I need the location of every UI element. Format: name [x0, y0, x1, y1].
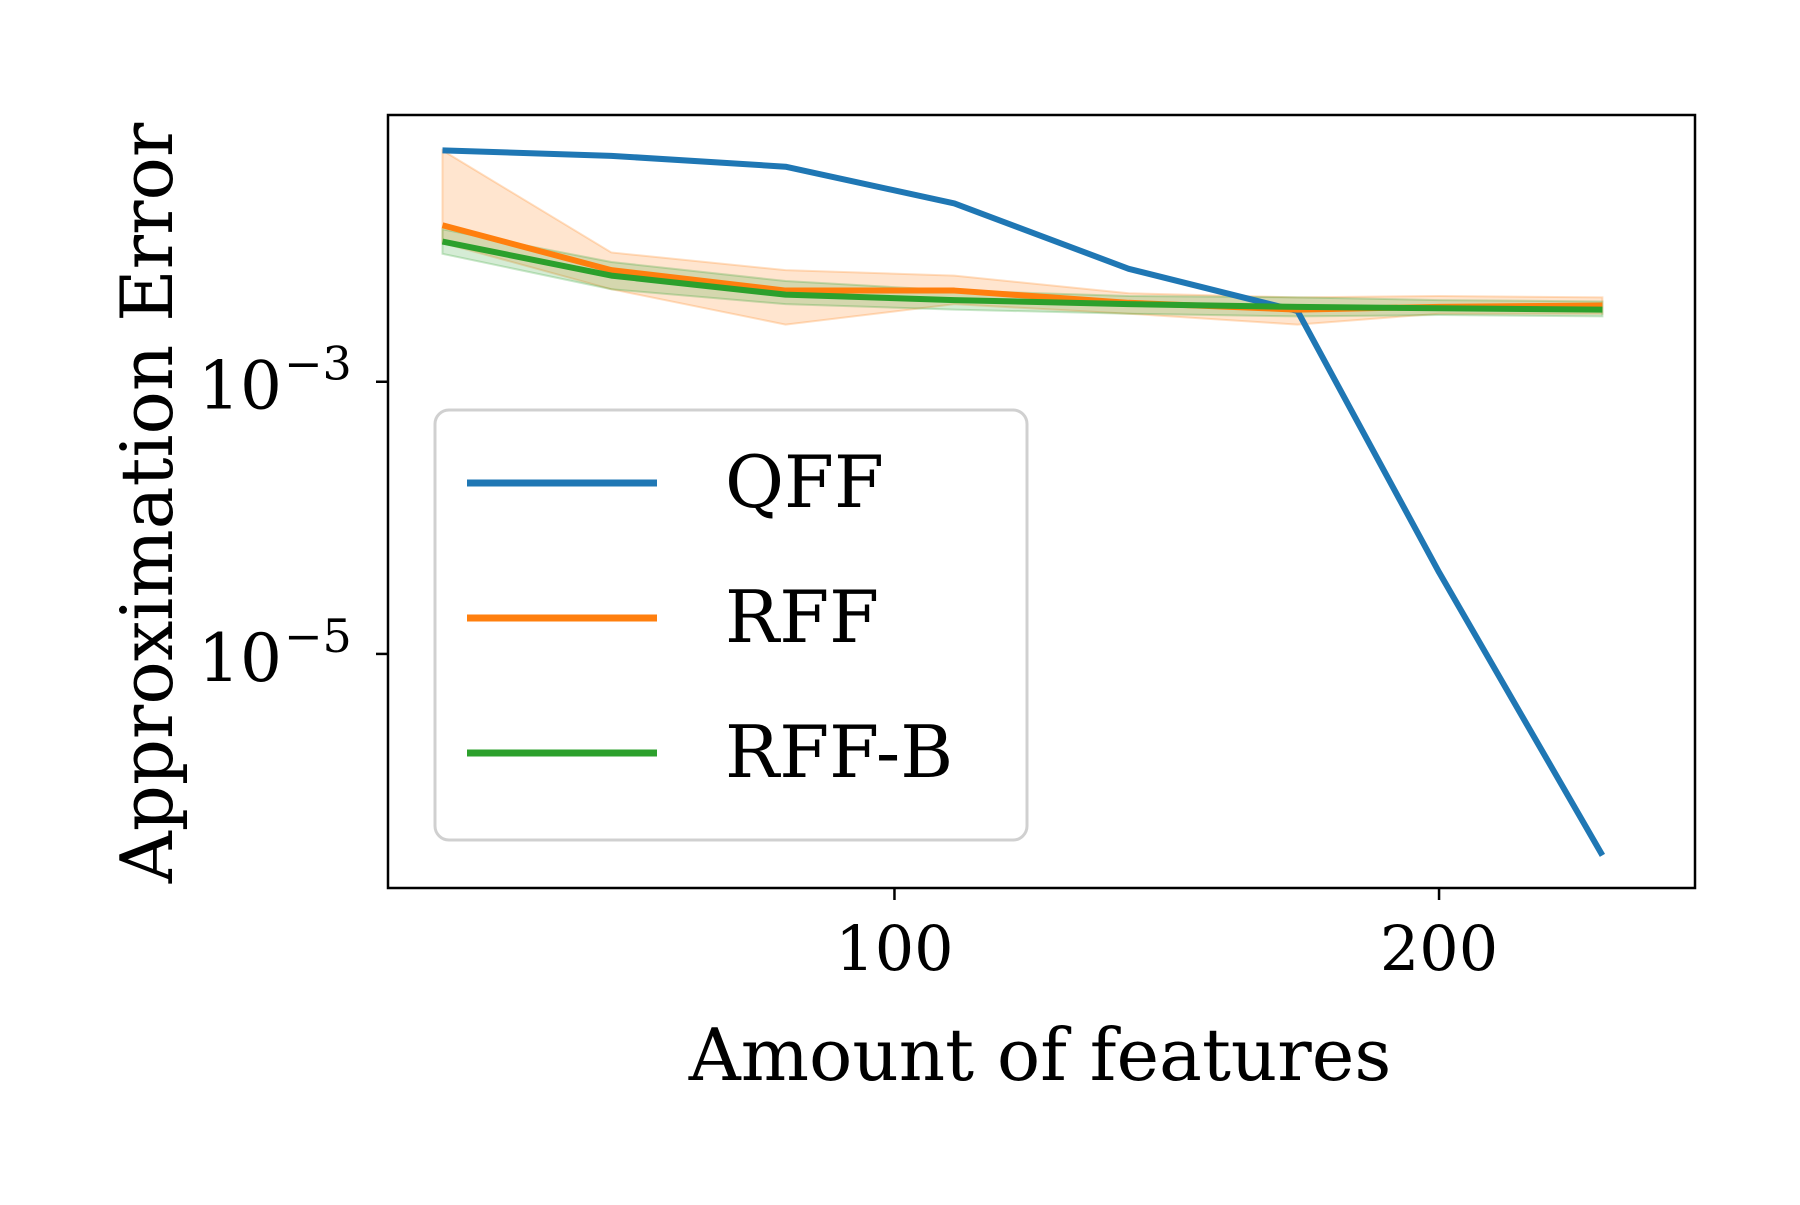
legend-label-qff: QFF — [725, 440, 884, 524]
y-tick-exponent: −3 — [284, 337, 352, 391]
y-tick-exponent: −5 — [284, 609, 352, 663]
y-axis-ticks: 10−310−5 — [198, 337, 388, 697]
x-axis-ticks: 100 200 — [835, 888, 1498, 985]
x-tick-label: 100 — [835, 912, 953, 985]
confidence-bands — [441, 148, 1604, 326]
legend-label-rff: RFF — [725, 575, 879, 659]
legend: QFF RFF RFF-B — [433, 408, 1029, 842]
x-axis-label: Amount of features — [688, 1013, 1392, 1097]
band-rff — [441, 148, 1604, 326]
series-line-qff — [442, 147, 1606, 857]
y-tick-label: 10 — [198, 348, 282, 425]
plot-frame — [386, 113, 1697, 890]
y-axis-label: Approximation Error — [105, 122, 189, 884]
y-tick-label: 10 — [198, 620, 282, 697]
legend-label-rff-b: RFF-B — [725, 710, 953, 794]
series-line-rff-b — [441, 238, 1603, 313]
legend-box — [433, 408, 1029, 842]
x-tick-label: 200 — [1380, 912, 1498, 985]
series-lines — [441, 147, 1606, 857]
band-rff-b — [441, 228, 1604, 318]
